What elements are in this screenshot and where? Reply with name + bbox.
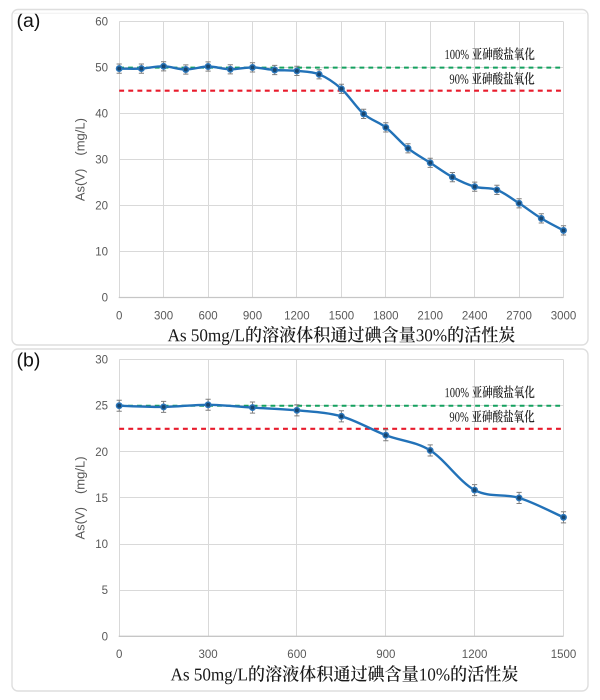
svg-text:2100: 2100: [417, 310, 443, 322]
svg-text:900: 900: [376, 649, 395, 661]
svg-text:15: 15: [95, 493, 108, 505]
svg-text:1800: 1800: [373, 310, 399, 322]
svg-text:600: 600: [287, 649, 306, 661]
svg-text:600: 600: [199, 310, 218, 322]
svg-text:2400: 2400: [462, 310, 488, 322]
svg-text:As(V) (mg/L): As(V) (mg/L): [73, 456, 88, 539]
svg-text:2700: 2700: [506, 310, 532, 322]
svg-text:5: 5: [102, 585, 108, 597]
svg-text:300: 300: [154, 310, 173, 322]
svg-text:0: 0: [102, 631, 108, 643]
svg-text:10: 10: [95, 247, 108, 259]
svg-text:25: 25: [95, 401, 108, 413]
svg-text:1500: 1500: [329, 310, 355, 322]
svg-text:1500: 1500: [551, 649, 577, 661]
svg-text:(b): (b): [17, 350, 41, 372]
svg-text:As(V) (mg/L): As(V) (mg/L): [73, 118, 88, 201]
svg-text:60: 60: [95, 17, 108, 29]
svg-text:20: 20: [95, 201, 108, 213]
svg-text:300: 300: [199, 649, 218, 661]
svg-text:0: 0: [116, 649, 122, 661]
svg-text:20: 20: [95, 447, 108, 459]
svg-text:900: 900: [243, 310, 262, 322]
svg-text:3000: 3000: [551, 310, 577, 322]
svg-text:(a): (a): [17, 10, 41, 32]
svg-text:50: 50: [95, 63, 108, 75]
svg-text:30: 30: [95, 355, 108, 367]
svg-text:40: 40: [95, 109, 108, 121]
svg-text:1200: 1200: [284, 310, 310, 322]
svg-text:0: 0: [102, 293, 108, 305]
svg-text:1200: 1200: [462, 649, 488, 661]
svg-text:0: 0: [116, 310, 122, 322]
svg-text:30: 30: [95, 155, 108, 167]
svg-text:10: 10: [95, 539, 108, 551]
